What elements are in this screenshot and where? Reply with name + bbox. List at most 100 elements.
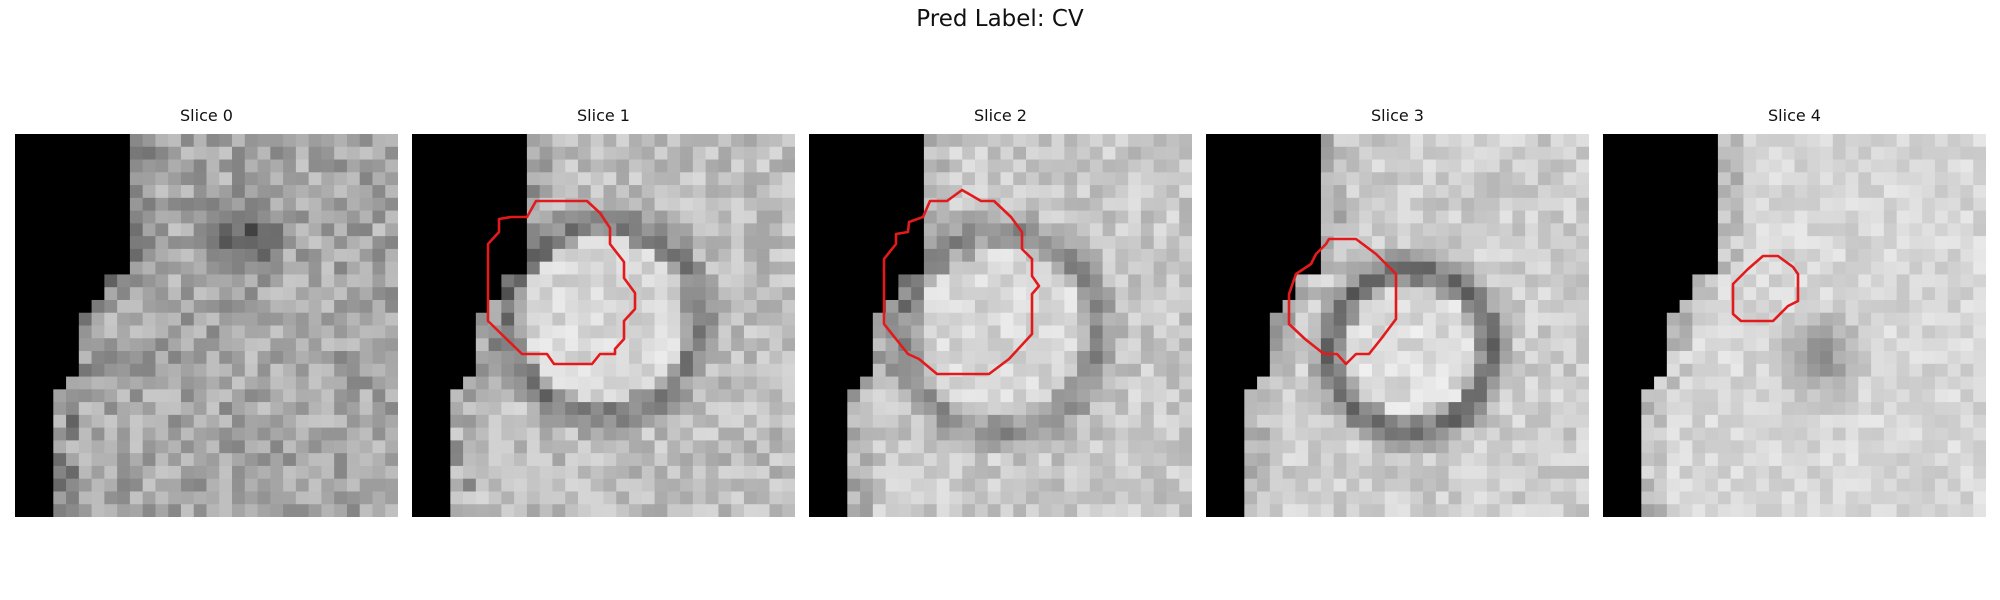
image-pixel [1333, 389, 1348, 403]
image-pixel [1743, 389, 1757, 403]
image-pixel [142, 146, 157, 161]
image-pixel [1743, 236, 1757, 250]
image-pixel [1257, 287, 1271, 301]
image-pixel [1371, 465, 1386, 480]
image-pixel [1832, 325, 1847, 339]
image-pixel [450, 465, 464, 480]
image-pixel [1563, 453, 1577, 467]
image-pixel [1679, 478, 1693, 493]
image-pixel [334, 504, 348, 517]
image-pixel [552, 236, 566, 250]
image-pixel [1858, 376, 1872, 390]
image-pixel [1922, 389, 1936, 403]
image-pixel [962, 236, 976, 250]
image-pixel [1717, 491, 1732, 505]
image-pixel [1781, 185, 1796, 199]
image-pixel [359, 325, 374, 339]
image-pixel [949, 223, 963, 237]
image-pixel [667, 402, 681, 416]
image-pixel [923, 312, 938, 327]
image-pixel [1973, 491, 1986, 505]
image-pixel [590, 287, 605, 301]
image-pixel [359, 299, 374, 314]
image-pixel [270, 414, 284, 429]
image-pixel [1896, 299, 1910, 314]
image-pixel [1397, 159, 1411, 173]
image-pixel [885, 159, 899, 173]
image-pixel [731, 402, 745, 416]
image-pixel [692, 338, 707, 352]
image-pixel [1947, 248, 1962, 263]
image-pixel [257, 236, 271, 250]
image-pixel [385, 223, 398, 237]
image-pixel [488, 427, 502, 441]
image-pixel [1410, 465, 1424, 480]
image-pixel [385, 465, 398, 480]
image-pixel [270, 351, 284, 365]
image-pixel [15, 236, 29, 250]
image-pixel [1603, 414, 1617, 429]
image-pixel [1666, 261, 1681, 276]
image-pixel [718, 248, 732, 263]
image-pixel [488, 402, 502, 416]
image-pixel [514, 223, 528, 237]
image-pixel [66, 185, 80, 199]
image-pixel [1179, 414, 1192, 429]
image-pixel [756, 440, 771, 454]
image-pixel [40, 363, 54, 378]
image-pixel [372, 465, 386, 480]
image-pixel [142, 134, 157, 148]
image-pixel [680, 453, 694, 467]
image-pixel [1641, 402, 1655, 416]
image-pixel [1346, 478, 1360, 493]
image-pixel [1947, 274, 1962, 288]
image-pixel [40, 478, 54, 493]
image-pixel [1768, 146, 1783, 161]
image-pixel [1435, 440, 1450, 454]
image-pixel [372, 146, 386, 161]
image-pixel [1768, 478, 1783, 493]
image-pixel [475, 274, 490, 288]
image-pixel [385, 312, 398, 327]
image-pixel [257, 402, 271, 416]
image-pixel [1257, 478, 1271, 493]
image-pixel [577, 236, 592, 250]
image-pixel [1244, 427, 1258, 441]
image-pixel [1820, 351, 1834, 365]
image-pixel [1603, 287, 1617, 301]
image-pixel [1320, 172, 1335, 186]
image-pixel [1115, 172, 1129, 186]
image-pixel [629, 491, 643, 505]
image-pixel [1026, 197, 1040, 212]
image-pixel [1128, 261, 1142, 276]
image-pixel [1909, 440, 1923, 454]
image-pixel [206, 478, 220, 493]
image-pixel [834, 223, 848, 237]
image-pixel [1576, 491, 1589, 505]
image-pixel [1231, 427, 1245, 441]
image-pixel [1128, 210, 1142, 224]
image-pixel [372, 376, 386, 390]
slice-image-2 [809, 134, 1192, 517]
image-pixel [1615, 146, 1630, 161]
image-pixel [1461, 261, 1475, 276]
image-pixel [1654, 504, 1668, 517]
image-pixel [193, 134, 208, 148]
image-pixel [1717, 274, 1732, 288]
image-pixel [603, 491, 617, 505]
image-pixel [1231, 223, 1245, 237]
image-pixel [743, 491, 758, 505]
image-pixel [1295, 465, 1309, 480]
image-pixel [1257, 210, 1271, 224]
image-pixel [847, 185, 861, 199]
image-pixel [885, 389, 899, 403]
image-pixel [847, 146, 861, 161]
image-pixel [1115, 236, 1129, 250]
image-pixel [91, 491, 105, 505]
image-pixel [769, 210, 783, 224]
image-pixel [1756, 338, 1770, 352]
image-pixel [437, 248, 451, 263]
image-pixel [834, 453, 848, 467]
image-pixel [334, 440, 348, 454]
image-pixel [1320, 504, 1335, 517]
